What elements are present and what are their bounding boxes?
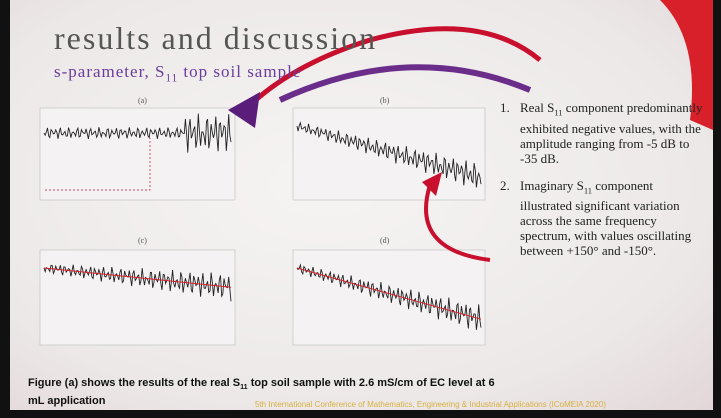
- panel-label: (c): [138, 236, 147, 245]
- subscript: 11: [583, 185, 593, 196]
- bullet-text: Imaginary S11 component illustrated sign…: [520, 178, 705, 259]
- bullet-number: 1.: [500, 100, 510, 115]
- plot-frame: [39, 107, 236, 201]
- fit-line: [43, 267, 232, 288]
- panel-label: (a): [138, 96, 147, 105]
- panel-label: (d): [380, 236, 390, 245]
- plot-trace: [296, 263, 482, 330]
- slide: results and discussion s-parameter, S11 …: [10, 0, 713, 410]
- bullet-text-part: Imaginary S: [520, 177, 584, 193]
- plot-frame: [39, 249, 236, 346]
- bullet: 1. Real S11 component predominantly exhib…: [500, 100, 705, 166]
- caption: Figure (a) shows the results of the real…: [28, 376, 498, 408]
- subscript: 11: [165, 72, 179, 85]
- purple-arrow: [278, 64, 532, 103]
- bullet-text: Real S11 component predominantly exhibit…: [520, 100, 705, 166]
- bullet-text-part: component predominantly exhibited negati…: [520, 100, 703, 166]
- subtitle: s-parameter, S11 top soil sample: [54, 62, 301, 84]
- subscript: 11: [554, 107, 563, 118]
- panel-label: (b): [380, 96, 390, 105]
- guide: [45, 138, 151, 191]
- fit-line: [296, 267, 482, 320]
- plot-trace: [43, 113, 232, 153]
- plot-frame: [292, 249, 486, 346]
- caption-text: top soil sample with 2.6 mS/cm of EC lev…: [28, 377, 495, 408]
- subscript: 11: [240, 383, 248, 392]
- slide-art: [39, 0, 713, 346]
- arrow-head: [228, 92, 260, 128]
- plots: [39, 107, 486, 346]
- red-arrow: [243, 26, 542, 112]
- caption-text: Figure (a) shows the results of the real…: [28, 377, 241, 389]
- arrow-head-small: [422, 172, 442, 196]
- subtitle-text: s-parameter, S: [54, 62, 166, 81]
- red-swoosh: [660, 0, 713, 130]
- subtitle-text: top soil sample: [178, 62, 302, 81]
- footer: 5th International Conference of Mathemat…: [255, 400, 606, 409]
- plot-trace: [43, 264, 232, 302]
- bullet-text-part: Real S: [520, 100, 555, 115]
- bullet: 2. Imaginary S11 component illustrated si…: [500, 178, 705, 259]
- bullet-number: 2.: [500, 177, 510, 193]
- red-arrow-small: [424, 184, 491, 262]
- bullet-text-part: component illustrated significant variat…: [520, 177, 692, 259]
- title: results and discussion: [54, 20, 378, 56]
- plot-trace: [296, 121, 482, 188]
- bullet-list: 1. Real S11 component predominantly exhib…: [500, 100, 705, 270]
- plot-frame: [292, 107, 486, 201]
